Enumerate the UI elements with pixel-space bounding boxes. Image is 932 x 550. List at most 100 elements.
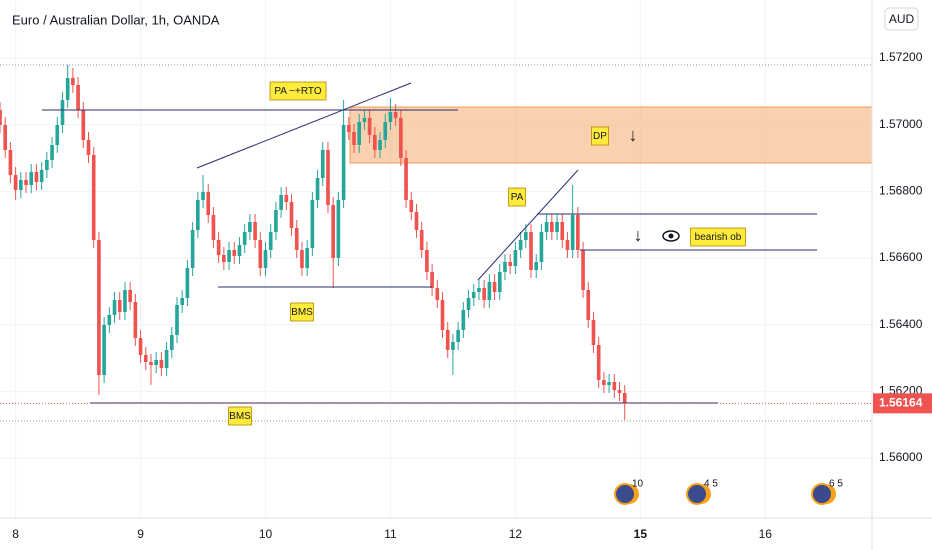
candle-body — [143, 355, 148, 362]
candle-body — [367, 118, 372, 135]
candle-body — [289, 202, 294, 228]
candle-body — [300, 250, 304, 268]
annotation-box — [228, 406, 252, 426]
candle-body — [529, 232, 533, 270]
candle-body — [435, 288, 440, 300]
candle-body — [65, 78, 70, 100]
candle-body — [232, 250, 237, 256]
candle-body — [617, 390, 622, 393]
currency-button[interactable] — [884, 7, 919, 31]
candle-body — [461, 310, 466, 330]
y-tick-label: 1.57000 — [879, 117, 923, 131]
candle-body — [378, 140, 382, 150]
candle-body — [576, 215, 580, 250]
candle-body — [185, 268, 190, 298]
candle-body — [107, 315, 112, 325]
candle-body — [565, 240, 570, 250]
candle-body — [445, 330, 450, 350]
candle-body — [320, 150, 325, 178]
candle-body — [471, 292, 476, 298]
annotation-label: bearish ob — [695, 232, 742, 243]
eye-icon — [662, 230, 680, 242]
candle-body — [222, 255, 226, 262]
candle-body — [487, 282, 492, 300]
candle-body — [357, 122, 362, 145]
x-tick-label: 15 — [634, 527, 648, 541]
candle-body — [560, 222, 565, 240]
candle-body — [29, 172, 34, 185]
candle-body — [550, 222, 554, 232]
eye-outline — [662, 230, 680, 242]
candle-body — [315, 178, 320, 200]
trend-line — [477, 169, 579, 281]
candle-body — [102, 325, 106, 375]
candle-body — [555, 222, 559, 232]
annotation-label: BMS — [291, 307, 313, 318]
candle-body — [211, 215, 216, 240]
candle-body — [0, 110, 2, 125]
candle-body — [341, 125, 346, 200]
candle-body — [591, 320, 596, 345]
event-icon — [614, 483, 636, 505]
grid — [0, 0, 872, 518]
candle-body — [305, 248, 309, 268]
candle-body — [383, 122, 388, 140]
x-tick-label: 10 — [259, 527, 273, 541]
candle-body — [310, 200, 315, 248]
event-label: 4 5 — [704, 479, 718, 490]
annotation-box — [591, 126, 609, 146]
candle-body — [294, 228, 299, 250]
annotation-box — [690, 227, 746, 247]
candle-body — [206, 192, 211, 215]
annotation-box — [269, 81, 327, 101]
candle-body — [419, 230, 424, 250]
candle-body — [388, 112, 393, 122]
candle-body — [440, 300, 445, 330]
candle-body — [13, 175, 18, 190]
y-tick-label: 1.57200 — [879, 50, 923, 64]
candle-body — [346, 125, 351, 132]
axes: 1.572001.570001.568001.566001.564001.562… — [0, 50, 932, 541]
candle-body — [253, 222, 257, 240]
candle-body — [123, 290, 127, 312]
candle-body — [180, 298, 185, 305]
candle-body — [91, 155, 96, 240]
candle-body — [128, 290, 132, 302]
annotation-box — [290, 302, 314, 322]
candle-body — [409, 200, 414, 212]
candle-body — [466, 298, 471, 310]
candle-body — [169, 335, 174, 350]
x-tick-label: 11 — [384, 527, 397, 541]
annotation-label: PA — [511, 192, 524, 203]
candle-body — [196, 200, 200, 230]
candle-body — [404, 158, 408, 200]
candle-body — [117, 300, 122, 312]
candle-body — [284, 195, 289, 202]
y-tick-label: 1.56600 — [879, 250, 923, 264]
candle-body — [539, 232, 544, 262]
candle-body — [237, 245, 242, 256]
last-price-tag — [873, 393, 932, 414]
event-icon — [811, 483, 833, 505]
candle-body — [508, 262, 513, 266]
currency-label: AUD — [889, 12, 915, 26]
arrow-down: ↓ — [629, 125, 638, 145]
candle-body — [393, 112, 398, 118]
event-label: 10 — [632, 479, 644, 490]
candle-body — [39, 170, 44, 182]
y-tick-label: 1.56800 — [879, 184, 923, 198]
candle-body — [258, 240, 263, 268]
y-tick-label: 1.56400 — [879, 317, 923, 331]
candle-body — [190, 230, 195, 268]
candle-body — [3, 125, 8, 150]
candle-body — [612, 382, 617, 390]
candle-body — [399, 118, 403, 158]
candle-body — [60, 100, 65, 125]
candle-body — [216, 240, 221, 255]
candle-body — [586, 290, 591, 320]
candle-body — [492, 282, 497, 292]
candle-body — [227, 250, 231, 262]
candle-body — [497, 272, 502, 292]
event-icon — [686, 483, 708, 505]
